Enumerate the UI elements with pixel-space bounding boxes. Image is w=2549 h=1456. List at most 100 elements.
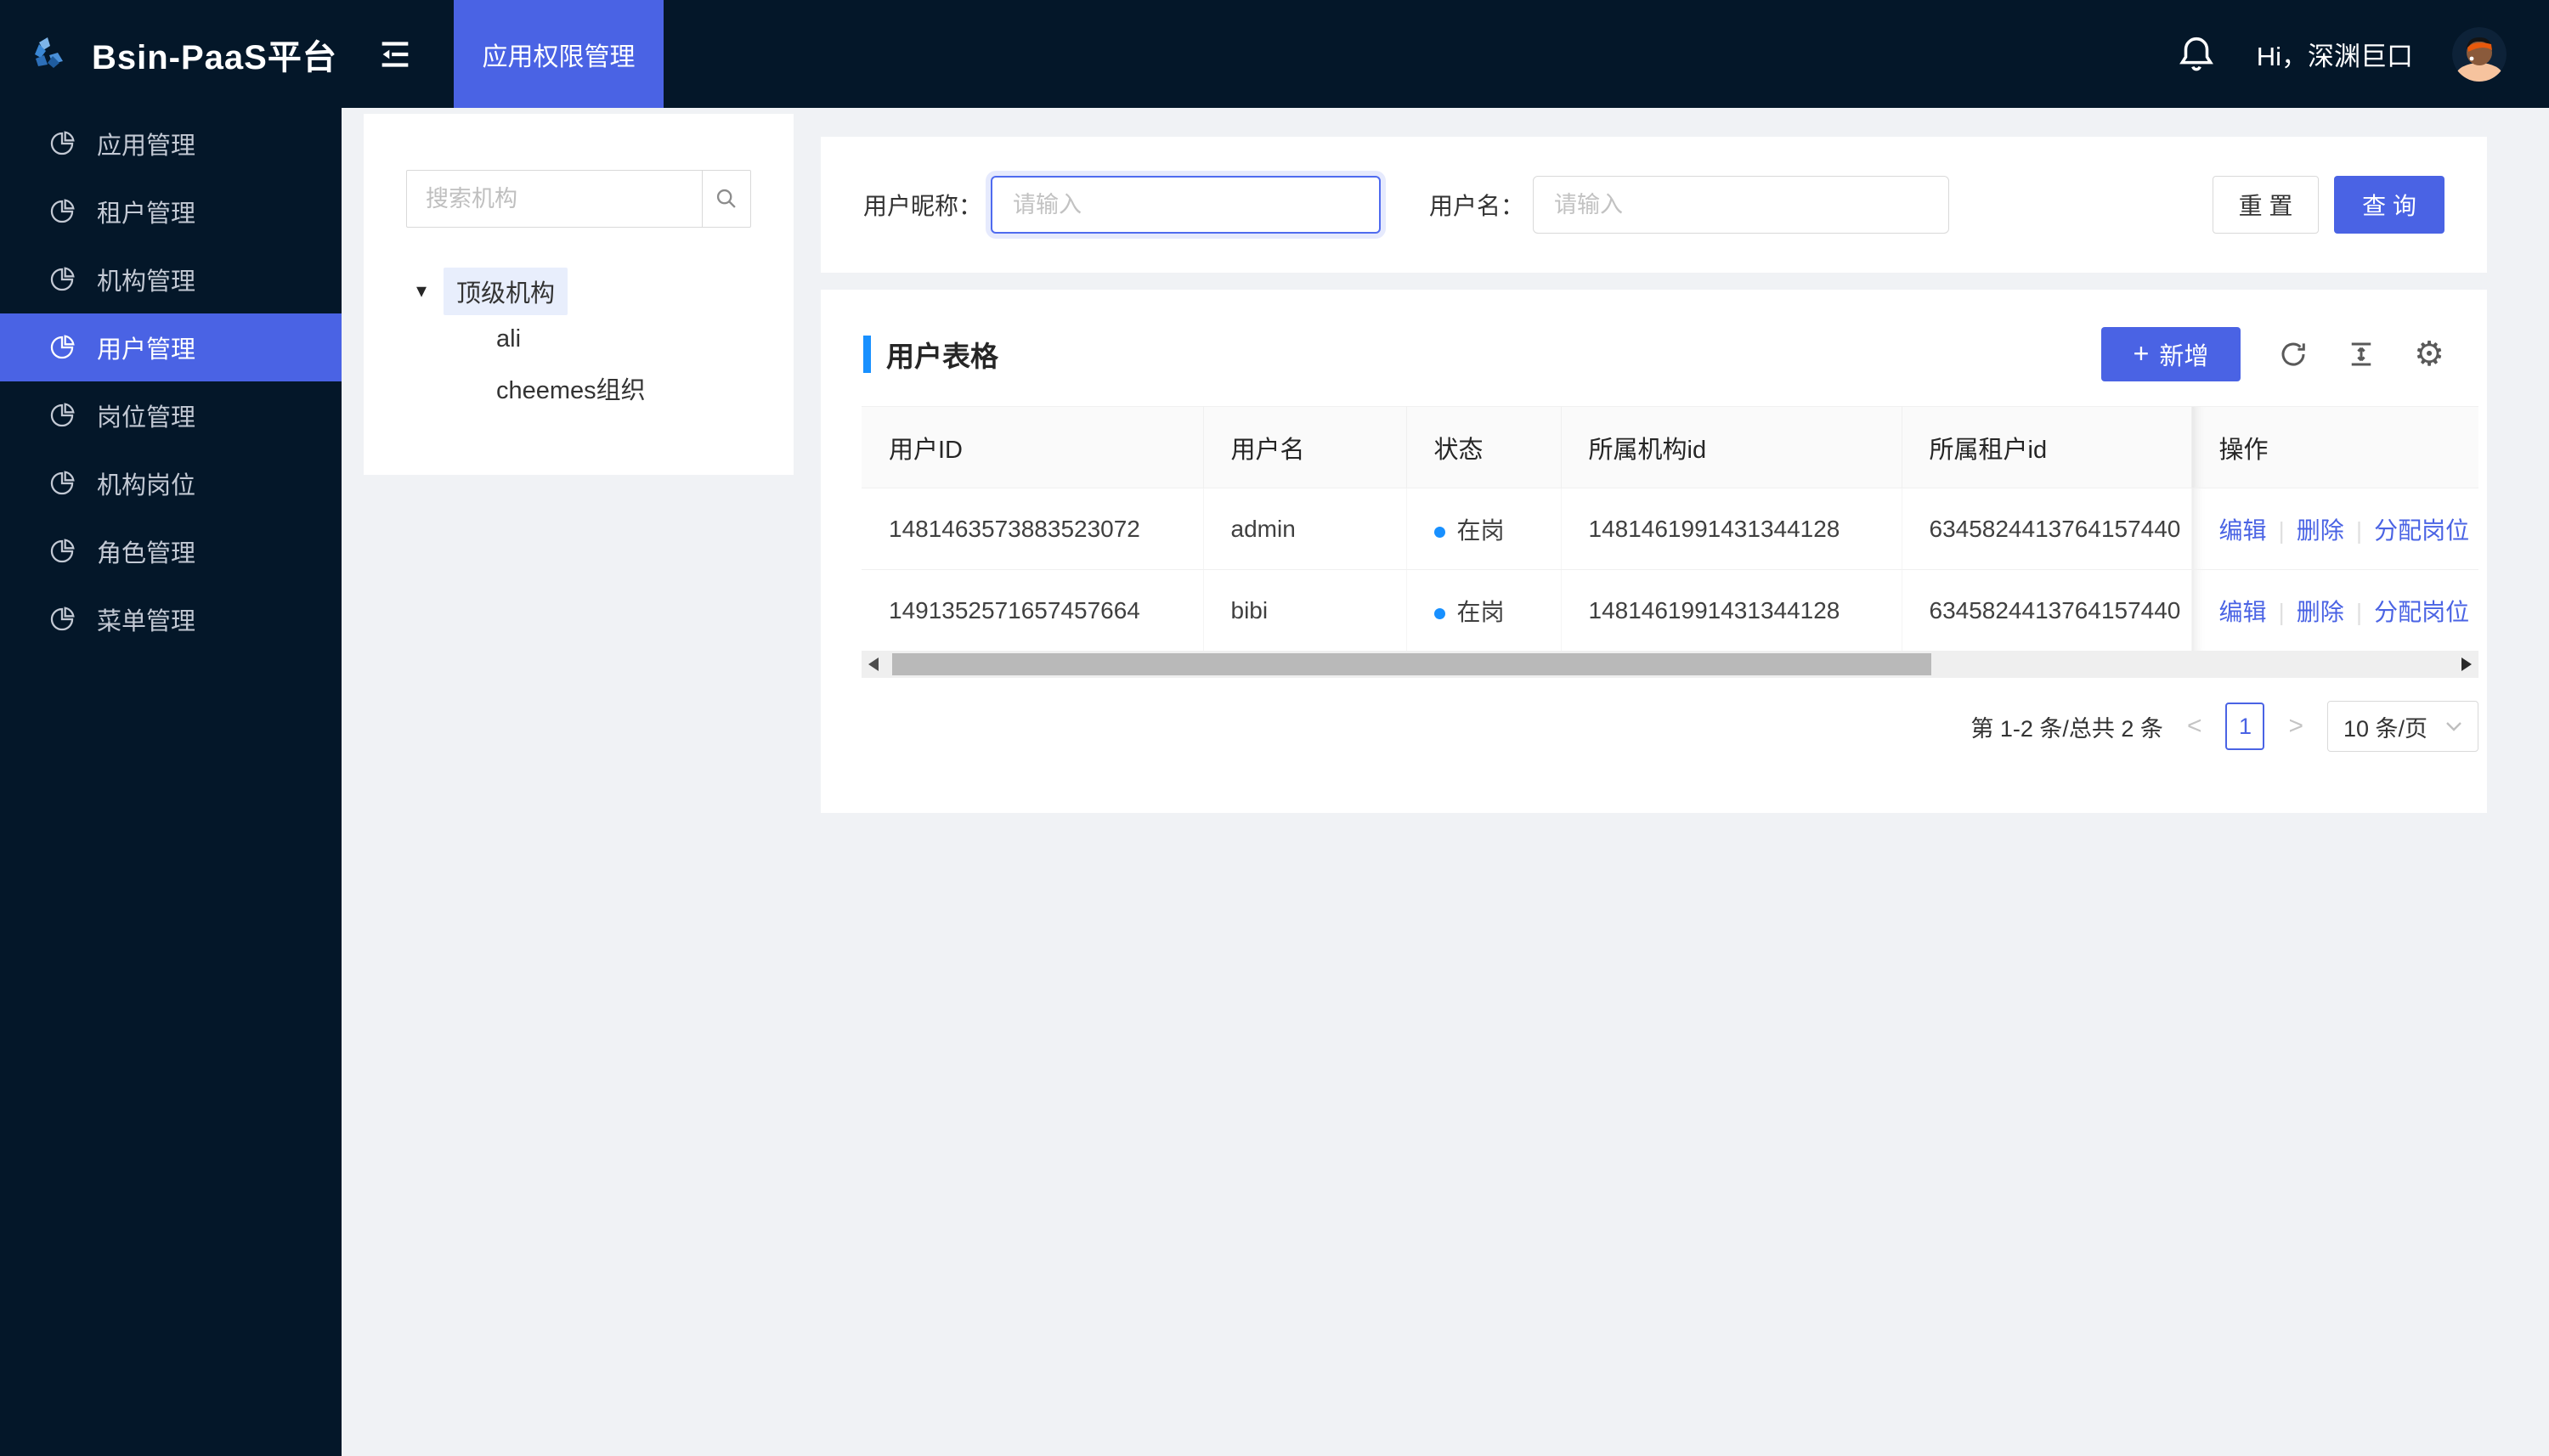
reload-icon[interactable] — [2278, 339, 2309, 370]
table-toolbar: + 新增 ⚙ — [2101, 327, 2444, 381]
settings-gear-icon[interactable]: ⚙ — [2414, 336, 2444, 373]
cell-status: 在岗 — [1406, 569, 1562, 652]
status-dot — [1433, 526, 1445, 538]
sidebar-item-label: 机构岗位 — [97, 472, 196, 499]
prev-page-icon[interactable]: < — [2186, 712, 2202, 740]
sidebar-item-label: 角色管理 — [97, 540, 196, 567]
edit-link[interactable]: 编辑 — [2218, 516, 2267, 544]
pie-chart-icon — [50, 335, 75, 359]
assign-post-link[interactable]: 分配岗位 — [2374, 516, 2470, 544]
brand-title: Bsin-PaaS平台 — [92, 38, 337, 76]
brand-logo-icon — [35, 37, 63, 68]
header-right: Hi，深渊巨口 — [2175, 26, 2549, 82]
nickname-input[interactable] — [991, 176, 1382, 234]
user-greeting[interactable]: Hi，深渊巨口 — [2256, 42, 2413, 71]
table-row: 1481463573883523072 admin 在岗 14814619914… — [862, 488, 2478, 570]
query-button[interactable]: 查 询 — [2334, 176, 2444, 234]
pie-chart-icon — [50, 539, 75, 563]
pie-chart-icon — [50, 131, 75, 155]
tab-app-permission[interactable]: 应用权限管理 — [454, 0, 664, 108]
username-input[interactable] — [1533, 176, 1950, 234]
nickname-label: 用户昵称： — [863, 193, 983, 219]
org-tree: ▾ 顶级机构 ali cheemes组织 — [364, 267, 794, 412]
density-icon[interactable] — [2346, 339, 2377, 370]
org-search-button[interactable] — [702, 170, 751, 228]
add-user-button[interactable]: + 新增 — [2101, 327, 2241, 381]
avatar[interactable] — [2452, 26, 2507, 82]
org-search-input[interactable] — [406, 170, 702, 228]
sidebar-item-menu-mgmt[interactable]: 菜单管理 — [0, 585, 342, 653]
user-table: 用户ID 用户名 状态 所属机构id 所属租户id 操作 14814635738… — [862, 406, 2478, 652]
cell-tenant-id: 6345824413764157440 — [1902, 569, 2192, 652]
filter-bar: 用户昵称： 用户名： 重 置 查 询 — [821, 137, 2487, 273]
org-tree-node-ali[interactable]: ali — [496, 325, 522, 353]
page-size-select[interactable]: 10 条/页 — [2327, 701, 2478, 752]
sidebar-item-user-mgmt[interactable]: 用户管理 — [0, 313, 342, 381]
sidebar-item-label: 应用管理 — [97, 133, 196, 160]
reset-button[interactable]: 重 置 — [2213, 176, 2319, 234]
sidebar-item-label: 机构管理 — [97, 268, 196, 296]
pagination-total: 第 1-2 条/总共 2 条 — [1970, 715, 2163, 742]
sidebar-item-label: 菜单管理 — [97, 608, 196, 635]
search-icon — [716, 189, 736, 208]
notification-bell-icon[interactable] — [2175, 33, 2218, 76]
sidebar-item-app-mgmt[interactable]: 应用管理 — [0, 110, 342, 178]
edit-link[interactable]: 编辑 — [2218, 598, 2267, 625]
user-table-card: 用户表格 + 新增 ⚙ — [821, 290, 2487, 813]
horizontal-scrollbar[interactable] — [862, 651, 2478, 678]
tab-label: 应用权限管理 — [482, 42, 636, 71]
table-card-header: 用户表格 + 新增 ⚙ — [863, 327, 2444, 381]
sidebar-item-org-post[interactable]: 机构岗位 — [0, 449, 342, 517]
page-size-value: 10 条/页 — [2343, 715, 2428, 742]
cell-username: bibi — [1203, 569, 1407, 652]
org-tree-node-cheemes[interactable]: cheemes组织 — [496, 376, 646, 404]
pagination: 第 1-2 条/总共 2 条 < 1 > 10 条/页 — [1970, 701, 2478, 752]
plus-icon: + — [2133, 337, 2150, 369]
status-text: 在岗 — [1456, 516, 1505, 544]
assign-post-link[interactable]: 分配岗位 — [2374, 598, 2470, 625]
cell-status: 在岗 — [1406, 488, 1562, 570]
delete-link[interactable]: 删除 — [2296, 598, 2344, 625]
pie-chart-icon — [50, 607, 75, 631]
add-button-label: 新增 — [2159, 343, 2209, 370]
sidebar-item-post-mgmt[interactable]: 岗位管理 — [0, 381, 342, 449]
scrollbar-thumb[interactable] — [892, 653, 1931, 675]
table-title: 用户表格 — [886, 341, 998, 372]
sidebar-item-label: 岗位管理 — [97, 404, 196, 432]
cell-actions: 编辑 | 删除 | 分配岗位 — [2191, 569, 2478, 652]
status-dot — [1433, 607, 1445, 619]
delete-link[interactable]: 删除 — [2296, 516, 2344, 544]
pie-chart-icon — [50, 403, 75, 427]
filter-buttons: 重 置 查 询 — [2213, 176, 2444, 234]
org-tree-panel: ▾ 顶级机构 ali cheemes组织 — [364, 114, 794, 475]
title-accent-bar — [863, 336, 871, 373]
sidebar-item-tenant-mgmt[interactable]: 租户管理 — [0, 178, 342, 245]
cell-username: admin — [1203, 488, 1407, 570]
cell-org-id: 1481461991431344128 — [1561, 488, 1902, 570]
col-tenant-id: 所属租户id — [1902, 406, 2192, 488]
action-separator: | — [2278, 598, 2285, 625]
sidebar-nav: 应用管理 租户管理 机构管理 用户管理 岗位管理 机构岗位 角色管理 菜单管理 — [0, 108, 342, 1456]
sidebar-item-label: 租户管理 — [97, 200, 196, 228]
cell-actions: 编辑 | 删除 | 分配岗位 — [2191, 488, 2478, 570]
next-page-icon[interactable]: > — [2288, 712, 2303, 740]
col-org-id: 所属机构id — [1561, 406, 1902, 488]
cell-org-id: 1481461991431344128 — [1561, 569, 1902, 652]
gear-glyph: ⚙ — [2414, 336, 2444, 373]
status-text: 在岗 — [1456, 598, 1505, 625]
table-header-row: 用户ID 用户名 状态 所属机构id 所属租户id 操作 — [862, 406, 2478, 488]
sidebar-item-org-mgmt[interactable]: 机构管理 — [0, 245, 342, 313]
pie-chart-icon — [50, 199, 75, 223]
scroll-right-arrow-icon[interactable] — [2461, 657, 2472, 671]
page-number[interactable]: 1 — [2225, 703, 2265, 750]
menu-fold-icon[interactable] — [365, 0, 425, 108]
sidebar-item-role-mgmt[interactable]: 角色管理 — [0, 517, 342, 585]
col-status: 状态 — [1406, 406, 1562, 488]
caret-down-icon[interactable]: ▾ — [416, 279, 427, 302]
scroll-left-arrow-icon[interactable] — [868, 657, 879, 671]
menu-fold-glyph — [382, 41, 409, 67]
username-label: 用户名： — [1429, 193, 1525, 219]
action-separator: | — [2355, 516, 2363, 544]
org-tree-root-node[interactable]: 顶级机构 — [444, 267, 568, 315]
col-actions: 操作 — [2191, 406, 2478, 488]
